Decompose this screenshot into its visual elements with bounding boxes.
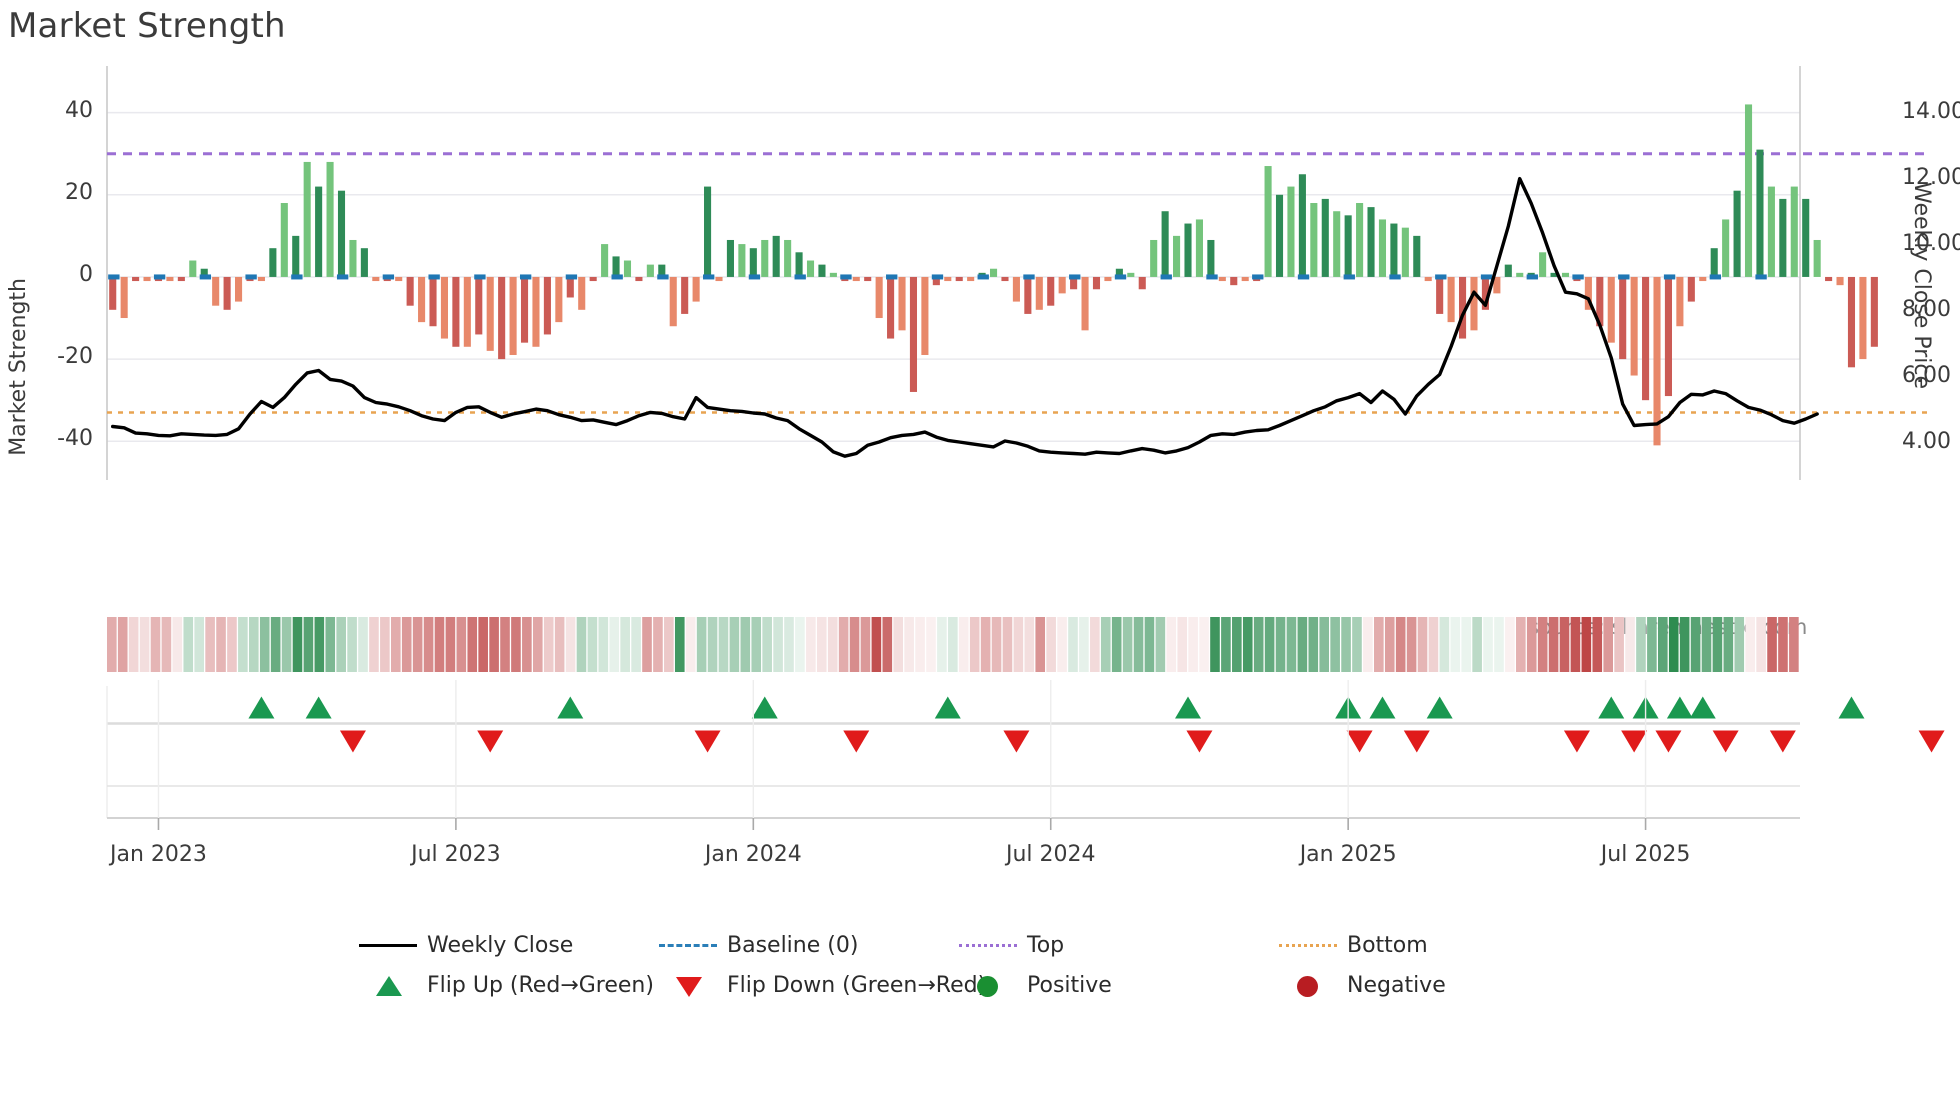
flip-down-marker [1655,730,1682,753]
flip-up-marker [1838,696,1865,719]
flip-down-marker [1712,730,1739,753]
flip-up-marker [1369,696,1396,719]
flip-down-marker [1403,730,1430,753]
legend-item-baseline[interactable]: Baseline (0) [655,925,955,965]
legend-item-bottom[interactable]: Bottom [1275,925,1428,965]
circle-green-icon [955,972,1021,998]
x-axis-tick: Jul 2023 [411,842,501,867]
flip-up-marker [934,696,961,719]
legend-label: Flip Down (Green→Red) [727,972,987,998]
flip-down-marker [1621,730,1648,753]
flip-up-marker [1666,696,1693,719]
flip-up-marker [1175,696,1202,719]
flip-up-marker [305,696,332,719]
flip-down-marker [339,730,366,753]
flip-down-marker [1003,730,1030,753]
flip-up-marker [1598,696,1625,719]
legend-label: Top [1027,932,1065,958]
y-axis-left-tick: 0 [79,261,93,287]
triangle-up-icon [355,972,421,998]
y-axis-right-tick: 14.00 [1902,99,1960,125]
legend-item-flip-up[interactable]: Flip Up (Red→Green) [355,965,655,1005]
circle-red-icon [1275,972,1341,998]
flip-down-marker [1769,730,1796,753]
y-axis-right-tick: 4.00 [1902,428,1951,454]
legend-label: Flip Up (Red→Green) [427,972,654,998]
flip-down-marker [1186,730,1213,753]
legend-row-2: Flip Up (Red→Green) Flip Down (Green→Red… [355,965,1645,1005]
y-axis-right-tick: 12.00 [1902,165,1960,191]
x-axis-tick: Jul 2024 [1005,842,1096,867]
x-axis-tick: Jan 2025 [1299,842,1397,867]
chart-title: Market Strength [8,6,286,46]
flip-down-marker [1563,730,1590,753]
y-axis-left-tick: -40 [57,426,93,452]
flip-down-marker [1918,730,1945,753]
legend-row-1: Weekly Close Baseline (0) Top Bottom [355,925,1645,965]
legend-label: Negative [1347,972,1446,998]
y-axis-left-tick: 40 [65,97,93,123]
legend-item-weekly-close[interactable]: Weekly Close [355,925,655,965]
flip-up-marker [248,696,275,719]
x-axis-tick: Jan 2024 [704,842,802,867]
legend-label: Baseline (0) [727,932,859,958]
legend-item-top[interactable]: Top [955,925,1275,965]
dotted-line-icon [1275,932,1341,958]
flip-up-marker [1689,696,1716,719]
legend-label: Bottom [1347,932,1428,958]
y-axis-left-tick: -20 [57,344,93,370]
dotted-line-icon [955,932,1021,958]
y-axis-right-tick: 6.00 [1902,362,1951,388]
y-axis-right-tick: 10.00 [1902,231,1960,257]
legend-item-negative[interactable]: Negative [1275,965,1446,1005]
legend-item-flip-down[interactable]: Flip Down (Green→Red) [655,965,986,1005]
line-icon [355,932,421,958]
chart-legend: Weekly Close Baseline (0) Top Bottom Fli… [355,925,1645,1005]
legend-item-positive[interactable]: Positive [955,965,1275,1005]
flip-up-marker [1426,696,1453,719]
dashed-line-icon [655,932,721,958]
flip-up-marker [557,696,584,719]
flip-down-marker [1346,730,1373,753]
flip-down-marker [843,730,870,753]
legend-label: Weekly Close [427,932,574,958]
flip-up-marker [751,696,778,719]
x-axis-tick: Jan 2023 [110,842,207,867]
triangle-down-icon [655,972,721,998]
legend-label: Positive [1027,972,1112,998]
x-axis-tick: Jul 2025 [1600,842,1691,867]
flip-down-marker [477,730,504,753]
flip-down-marker [694,730,721,753]
y-axis-right-tick: 8.00 [1902,296,1951,322]
y-axis-left-tick: 20 [65,179,93,205]
